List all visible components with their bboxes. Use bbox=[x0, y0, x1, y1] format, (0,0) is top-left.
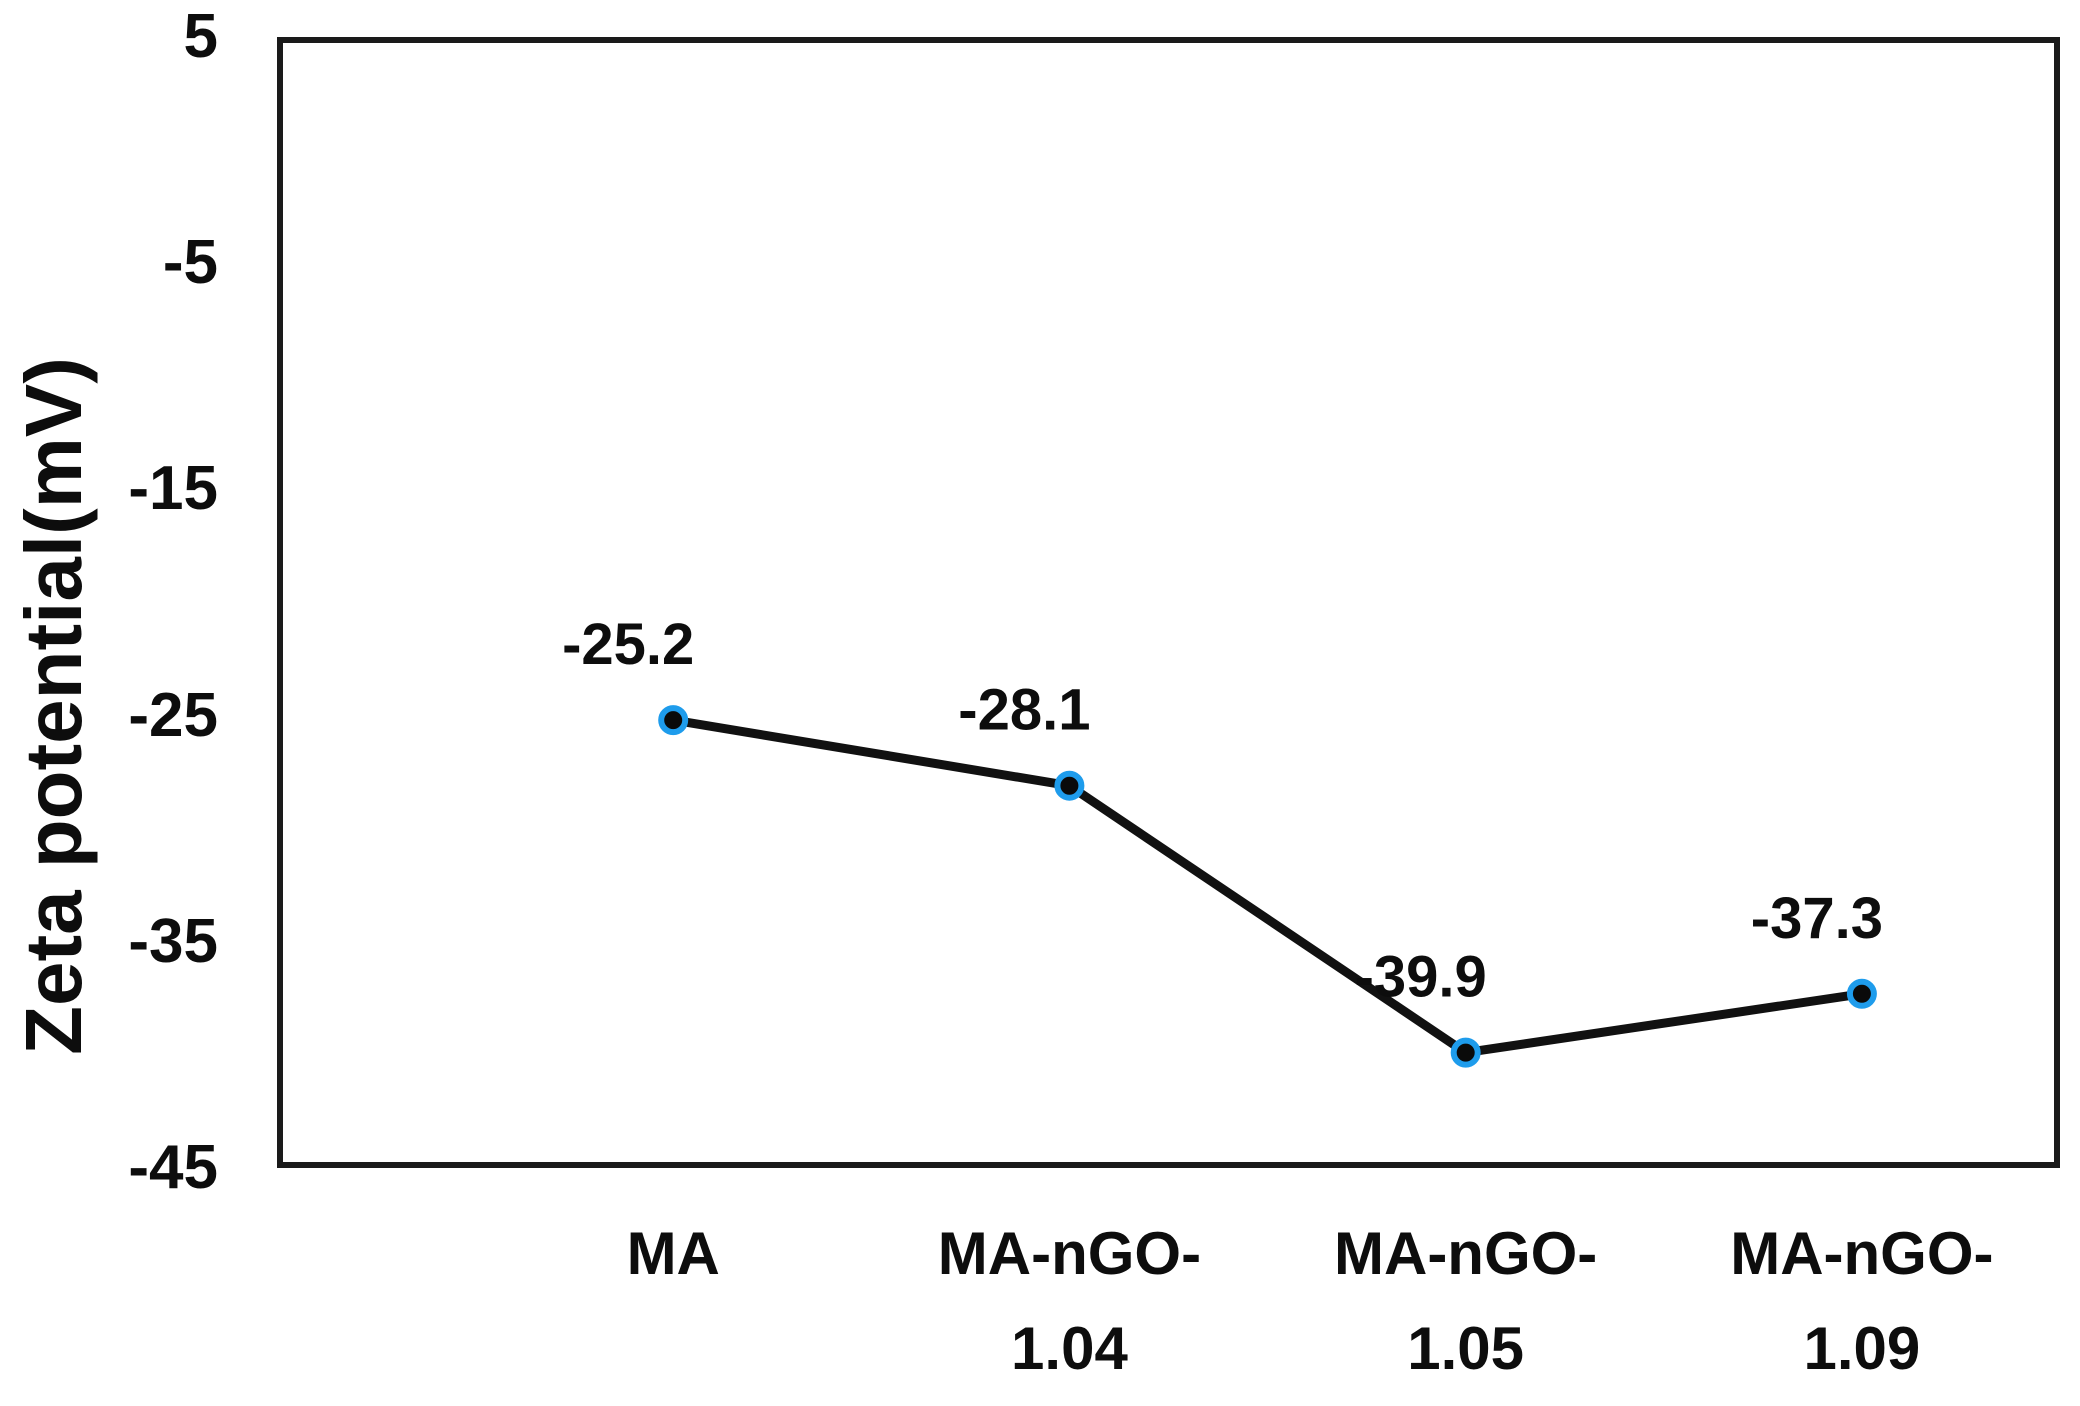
data-label: -25.2 bbox=[562, 612, 694, 677]
y-axis-tick-label: 5 bbox=[183, 2, 218, 71]
y-axis-tick-label: -25 bbox=[128, 680, 218, 750]
data-point-marker bbox=[1450, 1037, 1481, 1068]
x-axis-tick-label: MA-nGO- 1.04 bbox=[849, 1206, 1289, 1396]
data-point-marker bbox=[1054, 770, 1085, 801]
plot-area: -25.2 -28.1 -39.9 -37.3 bbox=[277, 37, 2060, 1168]
x-axis-tick-label-line: 1.09 bbox=[1803, 1315, 1921, 1382]
series-line bbox=[668, 715, 1867, 1058]
x-axis-tick-label-line: MA-nGO- bbox=[1334, 1220, 1598, 1287]
x-axis-tick-label: MA-nGO- 1.05 bbox=[1246, 1206, 1686, 1396]
x-axis-tick-label: MA-nGO- 1.09 bbox=[1642, 1206, 2080, 1396]
plot-border bbox=[277, 37, 2060, 1168]
x-axis-tick-label-line: MA-nGO- bbox=[937, 1220, 1202, 1287]
y-axis-tick-label: -5 bbox=[162, 228, 218, 298]
x-axis-tick-label-line: 1.05 bbox=[1407, 1315, 1525, 1382]
x-axis-tick-label-line: MA bbox=[626, 1220, 720, 1287]
y-axis-tick-label: -45 bbox=[128, 1133, 218, 1202]
data-point-marker bbox=[1846, 978, 1877, 1009]
x-axis-tick-label-line: MA-nGO- bbox=[1730, 1220, 1994, 1287]
data-point-marker bbox=[658, 705, 689, 736]
data-label: -37.3 bbox=[1751, 886, 1883, 951]
y-axis-title: Zeta potential(mV) bbox=[9, 357, 98, 1055]
y-axis-tick-label: -15 bbox=[128, 454, 218, 524]
data-label: -39.9 bbox=[1355, 945, 1487, 1010]
x-axis-tick-label: MA bbox=[453, 1206, 893, 1301]
data-label: -28.1 bbox=[958, 678, 1090, 743]
x-axis-tick-label-line: 1.04 bbox=[1011, 1315, 1128, 1382]
y-axis-tick-label: -35 bbox=[128, 906, 218, 976]
